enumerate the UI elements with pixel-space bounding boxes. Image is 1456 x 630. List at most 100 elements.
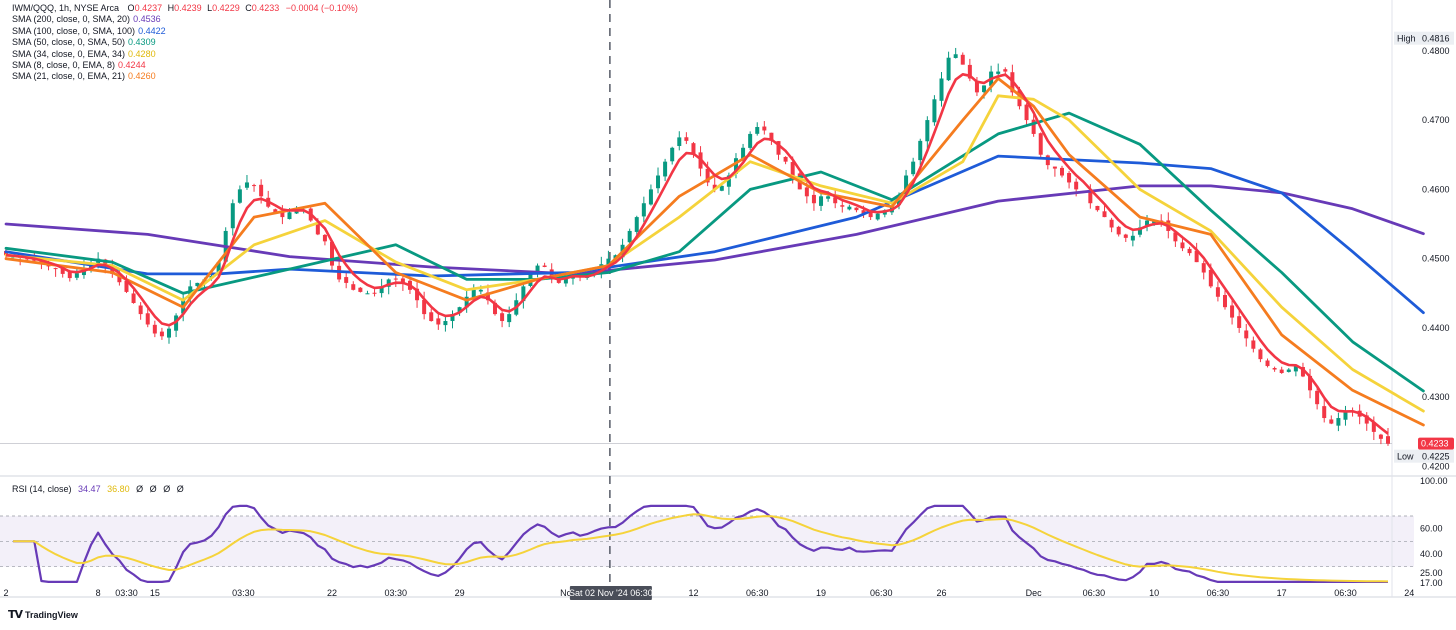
candle-body [443, 321, 448, 326]
candle-body [1244, 330, 1249, 339]
candle-body [67, 271, 72, 279]
candle-body [429, 312, 434, 322]
tradingview-brand[interactable]: 𝗧𝗩 TradingView [8, 608, 78, 621]
candle-body [1258, 349, 1263, 360]
time-tick-label: No [560, 588, 572, 598]
rsi-extra: Ø [149, 484, 157, 494]
indicator-row[interactable]: SMA (8, close, 0, EMA, 8) 0.4244 [12, 60, 358, 71]
low-value: 0.4225 [1422, 452, 1450, 462]
indicator-row[interactable]: SMA (200, close, 0, SMA, 20) 0.4536 [12, 14, 358, 25]
candle-body [918, 140, 923, 161]
candle-body [145, 313, 150, 325]
candle-body [1378, 434, 1383, 439]
candle-body [1024, 104, 1029, 121]
brand-name: TradingView [25, 609, 78, 620]
candle-body [875, 213, 880, 220]
candle-body [868, 211, 873, 218]
candle-body [656, 175, 661, 189]
time-tick-label: 26 [936, 588, 946, 598]
tradingview-logo-icon: 𝗧𝗩 [8, 609, 23, 621]
candle-body [244, 182, 249, 188]
candle-body [372, 292, 377, 294]
rsi-ma-line [13, 513, 1389, 583]
candle-body [1187, 248, 1192, 254]
candle-body [1137, 227, 1142, 235]
candle-body [1251, 340, 1256, 349]
candle-body [131, 293, 136, 304]
candle-body [1067, 173, 1072, 183]
candle-body [117, 275, 122, 283]
time-tick-label: 19 [816, 588, 826, 598]
candle-body [74, 273, 79, 278]
candle-body [967, 64, 972, 79]
candle-body [826, 196, 831, 199]
candle-body [138, 305, 143, 315]
candle-body [634, 217, 639, 232]
time-tick-label: 24 [1404, 588, 1414, 598]
price-tick-label: 0.4700 [1422, 115, 1450, 125]
candle-body [733, 158, 738, 174]
candle-body [1045, 155, 1050, 166]
candle-body [748, 133, 753, 148]
candle-body [627, 230, 632, 243]
candle-body [96, 258, 101, 266]
rsi-extra: Ø [176, 484, 184, 494]
chart-legend: IWM/QQQ, 1h, NYSE Arca O0.4237 H0.4239 L… [12, 3, 358, 83]
candle-body [1102, 211, 1107, 218]
candle-body [648, 189, 653, 205]
candle-body [904, 175, 909, 195]
candle-body [507, 314, 512, 323]
ohlc-low-value: 0.4229 [212, 3, 240, 13]
candle-body [932, 99, 937, 123]
price-tick-label: 0.4600 [1422, 184, 1450, 194]
candle-body [996, 71, 1001, 74]
candle-body [167, 328, 172, 338]
candle-body [804, 187, 809, 197]
indicator-row[interactable]: SMA (100, close, 0, SMA, 100) 0.4422 [12, 26, 358, 37]
rsi-legend[interactable]: RSI (14, close) 34.47 36.80 Ø Ø Ø Ø [12, 484, 188, 494]
indicator-label: SMA (50, close, 0, SMA, 50) [12, 37, 126, 48]
candle-body [379, 286, 384, 294]
ma-line-sma-50-close-0-sma-50 [4, 111, 1425, 393]
candle-body [464, 296, 469, 308]
candle-body [705, 168, 710, 183]
candle-body [478, 289, 483, 292]
candle-body [982, 85, 987, 93]
indicator-row[interactable]: SMA (50, close, 0, SMA, 50) 0.4309 [12, 37, 358, 48]
ohlc-close-value: 0.4233 [251, 3, 280, 13]
rsi-line [13, 504, 1388, 584]
candle-body [776, 141, 781, 155]
candle-body [294, 210, 299, 214]
candle-body [719, 185, 724, 191]
indicator-label: SMA (200, close, 0, SMA, 20) [12, 14, 131, 25]
candle-body [925, 120, 930, 142]
candle-body [1237, 316, 1242, 328]
rsi-tick-label: 40.00 [1420, 549, 1443, 559]
candle-body [1145, 220, 1150, 226]
candle-body [322, 234, 327, 242]
candle-body [1201, 263, 1206, 273]
time-tick-label: 17 [1277, 588, 1287, 598]
candle-body [960, 54, 965, 65]
candle-body [1222, 295, 1227, 308]
candle-body [1265, 360, 1270, 367]
candle-body [535, 265, 540, 274]
candle-body [811, 194, 816, 204]
candle-body [493, 302, 498, 315]
time-tick-label: 06:30 [1083, 588, 1106, 598]
candle-body [712, 184, 717, 190]
indicator-value: 0.4536 [133, 14, 161, 25]
candle-body [60, 266, 65, 274]
ohlc-high-key: H [167, 3, 175, 13]
candle-body [790, 162, 795, 176]
candle-body [259, 184, 264, 197]
price-tick-label: 0.4300 [1422, 392, 1450, 402]
indicator-value: 0.4309 [128, 37, 156, 48]
indicator-row[interactable]: SMA (34, close, 0, EMA, 34) 0.4280 [12, 49, 358, 60]
candle-body [1364, 415, 1369, 424]
candle-body [1329, 419, 1334, 424]
candle-body [641, 203, 646, 217]
indicator-row[interactable]: SMA (21, close, 0, EMA, 21) 0.4260 [12, 71, 358, 82]
